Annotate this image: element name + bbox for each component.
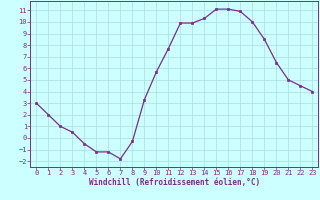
X-axis label: Windchill (Refroidissement éolien,°C): Windchill (Refroidissement éolien,°C) bbox=[89, 178, 260, 187]
